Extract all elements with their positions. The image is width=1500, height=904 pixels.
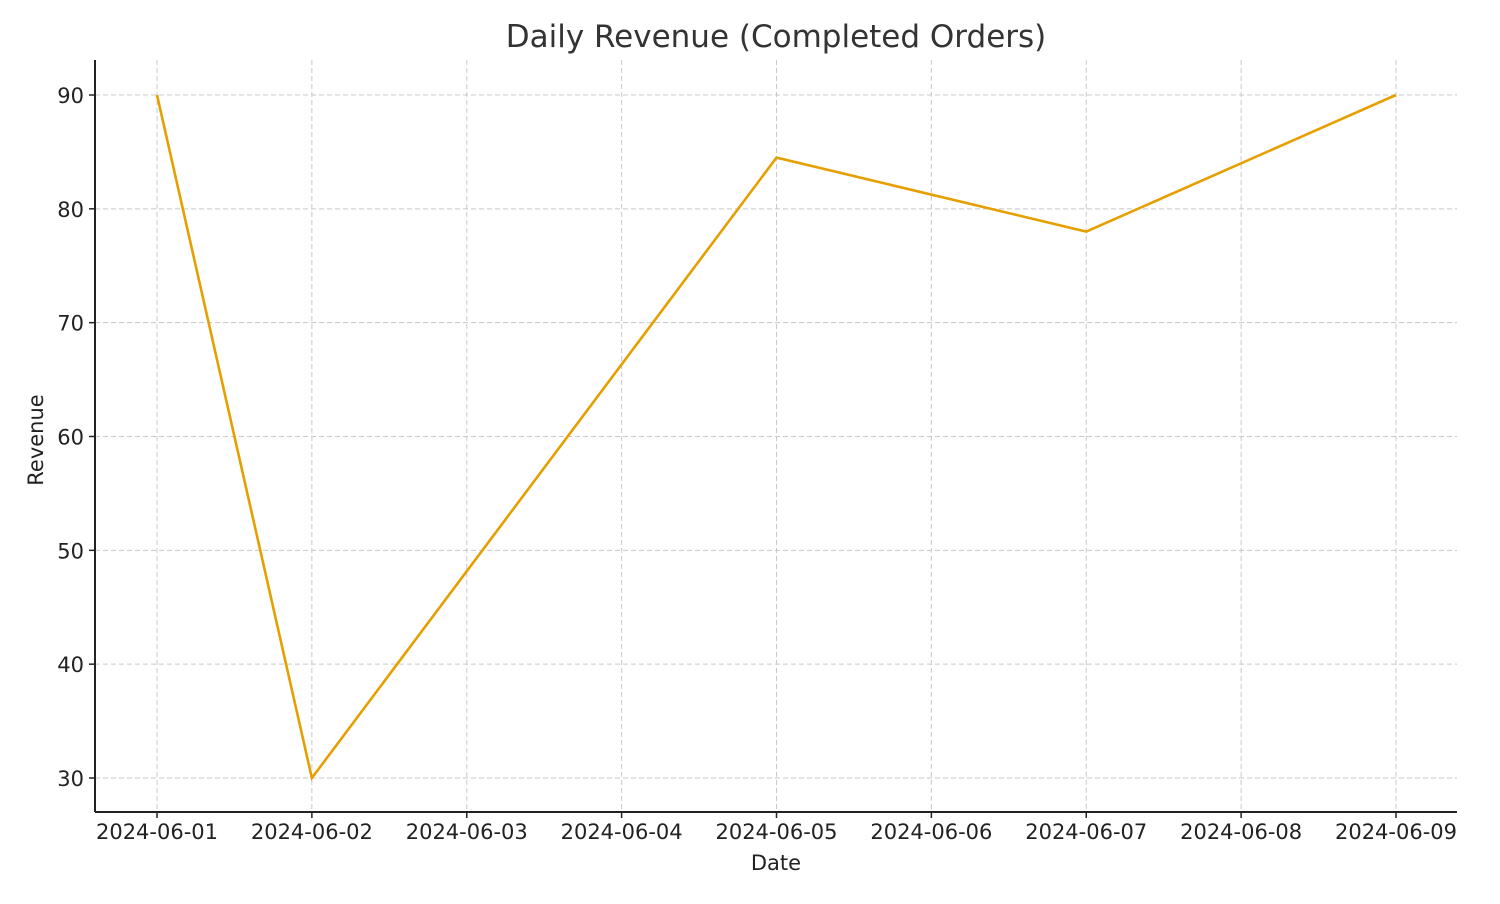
- x-tick-label: 2024-06-08: [1180, 820, 1302, 844]
- x-tick-label: 2024-06-04: [561, 820, 683, 844]
- y-tick-label: 60: [57, 426, 84, 450]
- y-tick-label: 40: [57, 653, 84, 677]
- gridlines: [95, 60, 1457, 812]
- x-tick-label: 2024-06-09: [1335, 820, 1457, 844]
- y-axis-label: Revenue: [24, 394, 48, 485]
- x-axis-label: Date: [751, 851, 801, 875]
- y-tick-label: 70: [57, 312, 84, 336]
- x-tick-label: 2024-06-07: [1025, 820, 1147, 844]
- y-tick-label: 50: [57, 539, 84, 563]
- y-tick-label: 30: [57, 767, 84, 791]
- x-tick-label: 2024-06-05: [715, 820, 837, 844]
- chart-title: Daily Revenue (Completed Orders): [506, 19, 1047, 55]
- x-axis-ticks: 2024-06-01 2024-06-02 2024-06-03 2024-06-04…: [96, 812, 1457, 844]
- data-series: [155, 93, 1397, 782]
- y-tick-label: 90: [57, 84, 84, 108]
- y-tick-label: 80: [57, 198, 84, 222]
- x-tick-label: 2024-06-02: [251, 820, 373, 844]
- x-tick-label: 2024-06-03: [406, 820, 528, 844]
- x-tick-label: 2024-06-06: [870, 820, 992, 844]
- y-axis-ticks: 30 40 50 60 70 80 90: [57, 84, 95, 791]
- revenue-line: [155, 93, 1397, 782]
- x-tick-label: 2024-06-01: [96, 820, 218, 844]
